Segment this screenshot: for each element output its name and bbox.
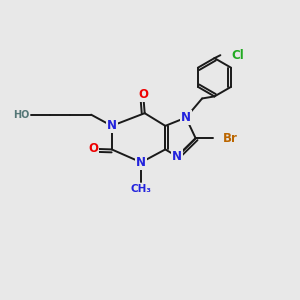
Text: HO: HO [13, 110, 29, 120]
Text: O: O [138, 88, 148, 101]
Text: Br: Br [223, 132, 238, 145]
Text: Cl: Cl [231, 49, 244, 62]
Text: CH₃: CH₃ [131, 184, 152, 194]
Text: N: N [136, 156, 146, 169]
Text: N: N [181, 111, 191, 124]
Text: N: N [172, 150, 182, 163]
Text: N: N [107, 119, 117, 132]
Text: O: O [88, 142, 98, 155]
